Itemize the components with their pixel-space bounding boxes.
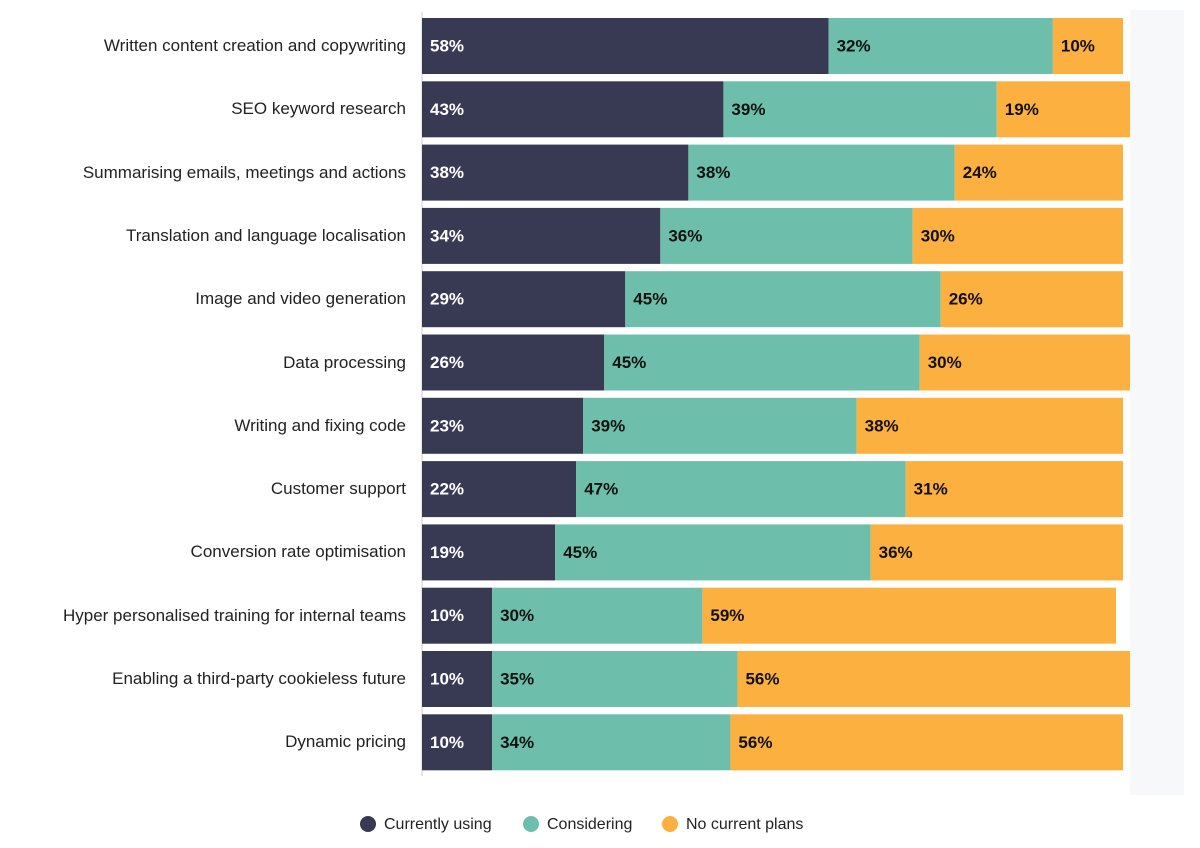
value-label: 59% (710, 606, 744, 625)
value-label: 43% (430, 100, 464, 119)
legend-label: Currently using (384, 816, 492, 833)
legend-label: No current plans (686, 816, 803, 833)
bar-segment (940, 271, 1123, 328)
bar-segment (492, 714, 731, 771)
bar-segment (604, 334, 920, 391)
value-label: 19% (1005, 100, 1039, 119)
bar-segment (912, 207, 1123, 264)
bar-segment (723, 81, 997, 138)
value-label: 23% (430, 416, 464, 435)
bar-segment (422, 207, 661, 264)
value-label: 58% (430, 36, 464, 55)
value-label: 47% (584, 480, 618, 499)
value-label: 10% (430, 733, 464, 752)
bar-segment (583, 397, 857, 454)
bar-segment (730, 714, 1123, 771)
bar-segment (828, 18, 1053, 74)
value-label: 34% (430, 226, 464, 245)
value-label: 38% (696, 163, 730, 182)
value-label: 30% (500, 606, 534, 625)
bar-segment (1052, 18, 1123, 74)
value-label: 32% (837, 36, 871, 55)
value-label: 30% (928, 353, 962, 372)
bar-segment (492, 587, 703, 644)
value-label: 26% (430, 353, 464, 372)
value-label: 29% (430, 290, 464, 309)
bar-segment (422, 144, 689, 201)
value-label: 56% (738, 733, 772, 752)
bar-segment (422, 524, 556, 581)
value-label: 45% (563, 543, 597, 562)
bar-segment (422, 587, 493, 644)
bar-segment (422, 18, 829, 74)
category-label: Image and video generation (195, 289, 406, 309)
bar-segment (422, 461, 577, 518)
value-label: 45% (633, 290, 667, 309)
bar-segment (492, 651, 738, 707)
category-label: Summarising emails, meetings and actions (82, 162, 406, 182)
legend-label: Considering (547, 816, 632, 833)
value-label: 24% (963, 163, 997, 182)
value-label: 39% (591, 416, 625, 435)
value-label: 10% (1061, 36, 1095, 55)
bar-segment (737, 651, 1130, 707)
bar-segment (422, 651, 493, 707)
bar-segment (422, 397, 584, 454)
category-label: Hyper personalised training for internal… (62, 605, 406, 625)
value-label: 38% (865, 416, 899, 435)
bar-segment (870, 524, 1123, 581)
legend-swatch (523, 816, 539, 832)
value-label: 30% (921, 226, 955, 245)
bar-segment (660, 207, 913, 264)
value-label: 10% (430, 669, 464, 688)
bar-segment (954, 144, 1123, 201)
category-label: Writing and fixing code (234, 415, 406, 435)
bar-segment (688, 144, 955, 201)
background-panel (1130, 10, 1184, 795)
bar-segment (996, 81, 1130, 138)
legend-swatch (662, 816, 678, 832)
bar-segment (422, 271, 626, 328)
value-label: 36% (668, 226, 702, 245)
category-label: Enabling a third-party cookieless future (112, 669, 406, 688)
category-label: Dynamic pricing (285, 732, 406, 752)
bar-segment (919, 334, 1130, 391)
value-label: 19% (430, 543, 464, 562)
value-label: 31% (914, 480, 948, 499)
value-label: 45% (612, 353, 646, 372)
value-label: 35% (500, 669, 534, 688)
value-label: 38% (430, 163, 464, 182)
legend-swatch (360, 816, 376, 832)
value-label: 26% (949, 290, 983, 309)
value-label: 22% (430, 480, 464, 499)
category-label: Customer support (270, 479, 406, 499)
category-label: Translation and language localisation (125, 225, 406, 245)
bar-segment (422, 334, 605, 391)
value-label: 39% (731, 100, 765, 119)
value-label: 56% (745, 669, 779, 688)
bar-segment (702, 587, 1116, 644)
category-label: SEO keyword research (231, 99, 406, 119)
category-label: Conversion rate optimisation (190, 542, 406, 562)
value-label: 10% (430, 606, 464, 625)
bar-segment (555, 524, 871, 581)
category-label: Written content creation and copywriting (103, 36, 406, 55)
bar-segment (576, 461, 906, 518)
bar-segment (422, 714, 493, 771)
value-label: 36% (879, 543, 913, 562)
bar-segment (856, 397, 1123, 454)
bar-segment (905, 461, 1123, 518)
category-label: Data processing (283, 352, 406, 372)
value-label: 34% (500, 733, 534, 752)
bar-segment (422, 81, 724, 138)
bar-segment (625, 271, 941, 328)
